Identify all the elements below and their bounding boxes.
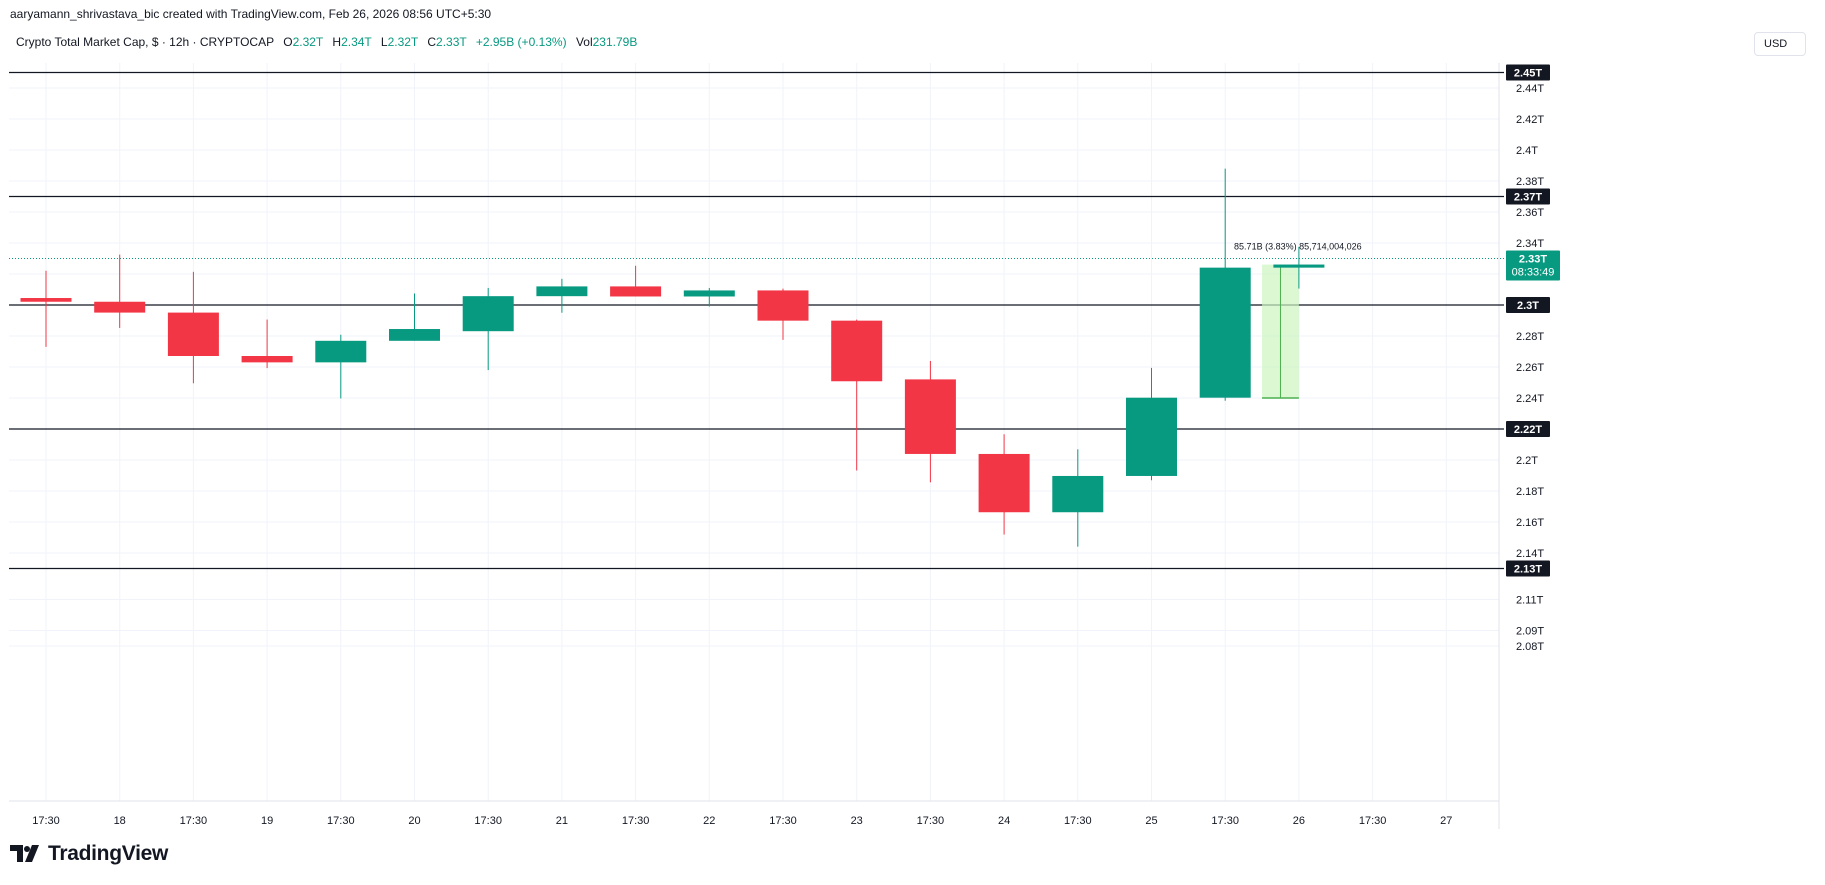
currency-button[interactable]: USD	[1754, 32, 1806, 56]
time-tick-label: 19	[261, 815, 273, 827]
open-value: 2.32T	[292, 35, 324, 49]
candle-body-up	[389, 329, 440, 341]
candle-body-down	[978, 453, 1030, 513]
price-tick-label: 2.08T	[1516, 641, 1544, 653]
price-tick-label: 2.2T	[1516, 455, 1538, 467]
candle-body-down	[610, 286, 662, 297]
candle-body-up	[462, 296, 514, 332]
level-price-badge	[1506, 64, 1550, 81]
price-tick-label: 2.28T	[1516, 331, 1544, 343]
candle-body-up	[536, 286, 588, 297]
price-tick-label: 2.26T	[1516, 362, 1544, 374]
candle-body-down	[94, 301, 146, 313]
time-tick-label: 21	[556, 815, 568, 827]
price-tick-label: 2.38T	[1516, 176, 1544, 188]
time-tick-label: 25	[1145, 815, 1157, 827]
bar-countdown: 08:33:49	[1512, 267, 1555, 279]
time-tick-label: 17:30	[474, 815, 502, 827]
level-price-label: 2.3T	[1517, 300, 1539, 312]
level-price-badge	[1506, 297, 1550, 313]
candle-body-down	[20, 298, 72, 302]
level-price-badge	[1506, 188, 1550, 205]
chart-credit: aaryamann_shrivastava_bic created with T…	[10, 7, 492, 21]
price-tick-label: 2.44T	[1516, 83, 1544, 95]
level-price-label: 2.37T	[1514, 192, 1542, 204]
price-tick-label: 2.11T	[1516, 595, 1544, 607]
candle-body-up	[1052, 475, 1104, 513]
price-tick-label: 2.36T	[1516, 207, 1544, 219]
price-tick-label: 2.24T	[1516, 393, 1544, 405]
high-label: H	[332, 35, 342, 49]
price-tick-label: 2.34T	[1516, 238, 1544, 250]
current-price-label: 2.33T	[1519, 254, 1547, 266]
grid	[9, 63, 1499, 801]
price-tick-label: 2.4T	[1516, 145, 1538, 157]
price-tick-label: 2.16T	[1516, 517, 1544, 529]
symbol-title[interactable]: Crypto Total Market Cap, $ · 12h · CRYPT…	[16, 35, 274, 49]
low-label: L	[380, 35, 388, 49]
price-tick-label: 2.42T	[1516, 114, 1544, 126]
level-price-label: 2.45T	[1514, 68, 1542, 80]
level-price-badge	[1506, 560, 1550, 577]
time-tick-label: 17:30	[1211, 815, 1239, 827]
time-tick-label: 17:30	[327, 815, 355, 827]
symbol-legend: Crypto Total Market Cap, $ · 12h · CRYPT…	[16, 35, 637, 49]
time-tick-label: 20	[408, 815, 420, 827]
time-tick-label: 27	[1440, 815, 1452, 827]
price-tick-label: 2.09T	[1516, 626, 1544, 638]
change-value: +2.95B (+0.13%)	[475, 35, 567, 49]
time-tick-label: 17:30	[622, 815, 650, 827]
low-value: 2.32T	[387, 35, 419, 49]
current-price-badge	[1506, 250, 1560, 281]
time-tick-label: 17:30	[1064, 815, 1092, 827]
open-label: O	[283, 35, 293, 49]
measure-label: 85.71B (3.83%) 85,714,004,026	[1234, 242, 1362, 252]
candle-body-up	[1126, 397, 1177, 476]
candlestick-chart[interactable]: 2.08T 2.09T 2.11T 2.13T 2.14T 2.16T 2.18T 2.2T 2…	[9, 63, 1825, 829]
candle-body-down	[831, 320, 883, 382]
tradingview-wordmark: TradingView	[48, 842, 169, 865]
candle-body-up	[1273, 264, 1325, 268]
candle-body-up	[1199, 267, 1251, 398]
candle-body-down	[167, 312, 219, 356]
time-tick-label: 24	[998, 815, 1010, 827]
candle-body-up	[315, 340, 367, 363]
tradingview-logo-icon	[10, 845, 39, 862]
chart-pane[interactable]: 2.08T 2.09T 2.11T 2.13T 2.14T 2.16T 2.18T 2.2T 2…	[9, 63, 1825, 829]
volume-value: 231.79B	[592, 35, 638, 49]
candle-body-down	[757, 290, 809, 321]
high-value: 2.34T	[341, 35, 372, 49]
time-tick-label: 22	[703, 815, 715, 827]
time-tick-label: 17:30	[1359, 815, 1387, 827]
time-tick-label: 26	[1293, 815, 1305, 827]
price-tick-label: 2.14T	[1516, 548, 1544, 560]
tradingview-logo: TradingView	[10, 842, 168, 866]
close-label: C	[427, 35, 437, 49]
volume-label: Vol	[575, 35, 593, 49]
level-price-label: 2.22T	[1514, 424, 1542, 436]
close-value: 2.33T	[436, 35, 467, 49]
time-tick-label: 23	[851, 815, 863, 827]
level-price-label: 2.13T	[1514, 564, 1542, 576]
candle-body-down	[904, 379, 956, 454]
price-tick-label: 2.18T	[1516, 486, 1544, 498]
candles	[20, 168, 1325, 547]
time-tick-label: 17:30	[917, 815, 945, 827]
time-tick-label: 17:30	[769, 815, 797, 827]
level-price-badge	[1506, 421, 1550, 437]
candle-body-down	[241, 355, 293, 363]
time-tick-label: 17:30	[32, 815, 60, 827]
time-tick-label: 17:30	[180, 815, 208, 827]
candle-body-up	[683, 290, 735, 297]
time-tick-label: 18	[114, 815, 126, 827]
